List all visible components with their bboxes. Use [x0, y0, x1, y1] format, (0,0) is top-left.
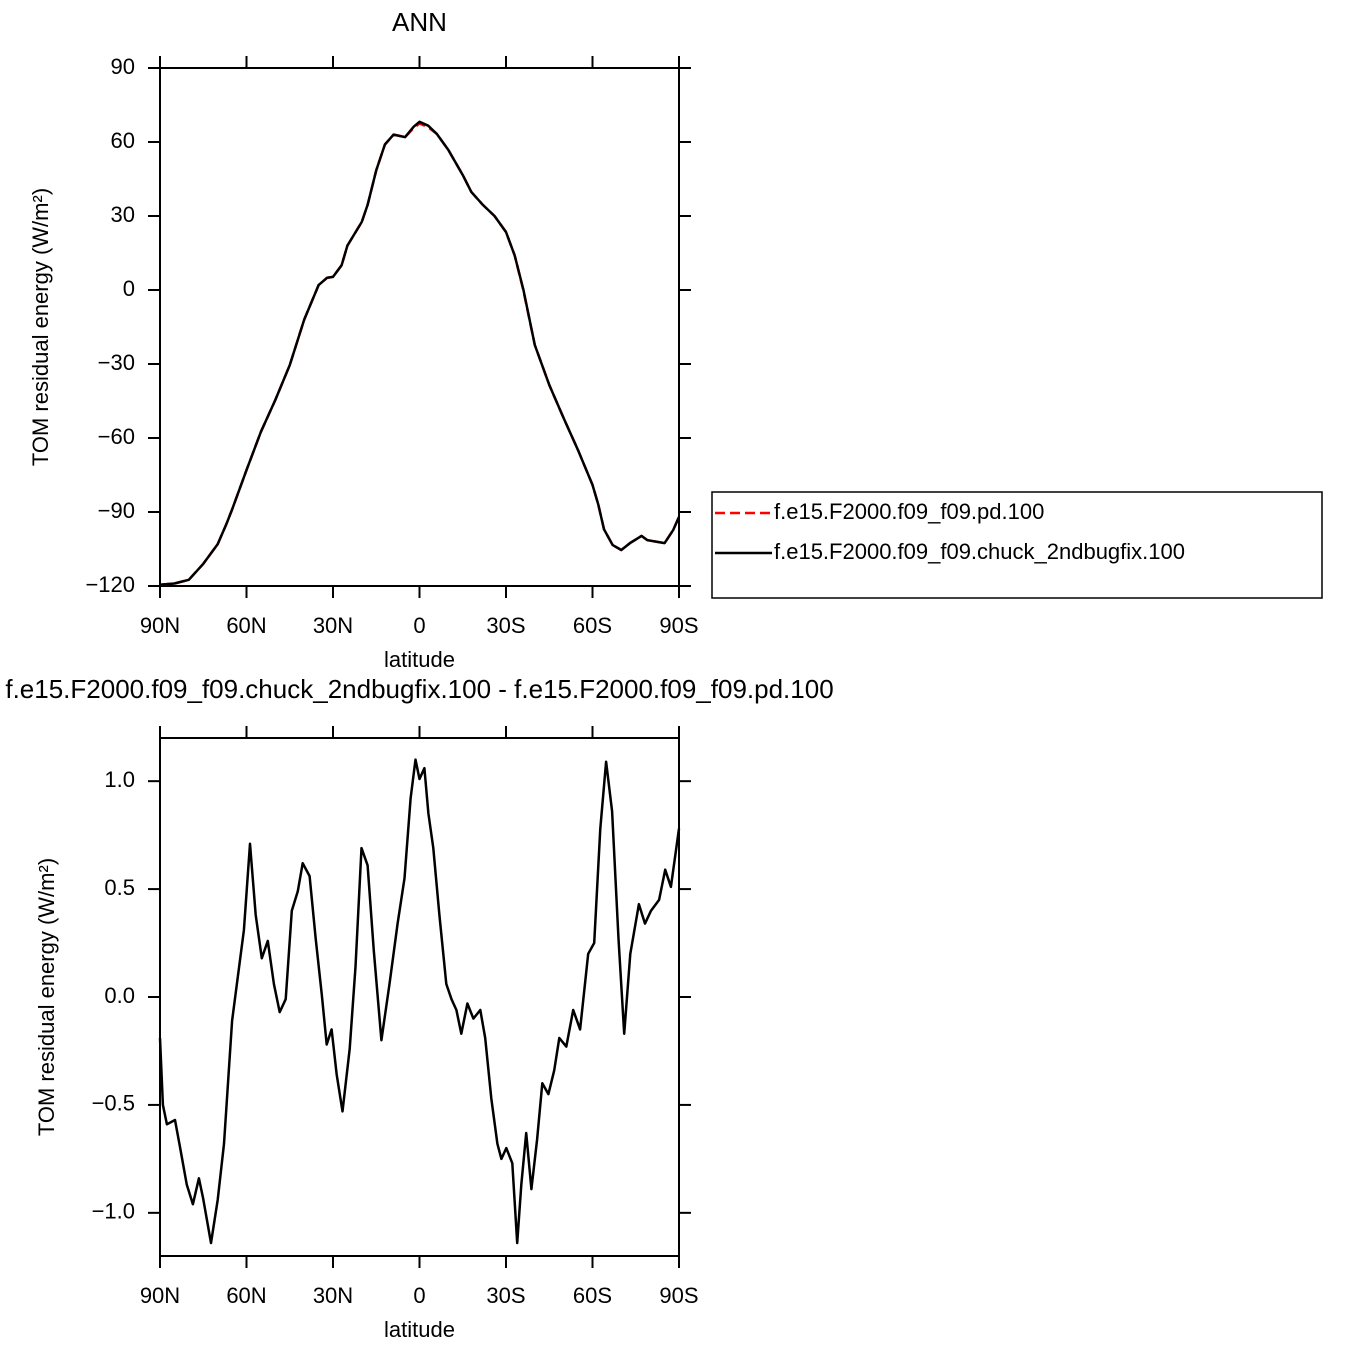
y-tick-label: 30 [111, 202, 135, 227]
data-line [159, 120, 681, 587]
y-tick-label: 90 [111, 54, 135, 79]
x-tick-label: 90S [659, 1283, 698, 1308]
y-tick-label: 0.0 [104, 983, 135, 1008]
x-tick-label: 0 [413, 613, 425, 638]
x-tick-label: 90N [140, 1283, 180, 1308]
chart-title: ANN [392, 7, 447, 37]
y-tick-label: −120 [85, 572, 135, 597]
legend-box [711, 491, 1323, 599]
legend-label: f.e15.F2000.f09_f09.pd.100 [774, 499, 1044, 524]
y-tick-label: 1.0 [104, 767, 135, 792]
y-tick-label: −60 [98, 424, 135, 449]
x-tick-label: 90N [140, 613, 180, 638]
x-tick-label: 60S [573, 613, 612, 638]
x-tick-label: 90S [659, 613, 698, 638]
x-tick-label: 30N [313, 1283, 353, 1308]
y-tick-label: 0 [123, 276, 135, 301]
y-tick-label: −1.0 [92, 1199, 135, 1224]
y-tick-label: −30 [98, 350, 135, 375]
chart-title: f.e15.F2000.f09_f09.chuck_2ndbugfix.100 … [5, 674, 833, 704]
x-axis-label: latitude [384, 1317, 455, 1342]
data-line [158, 758, 681, 1245]
x-tick-label: 30S [486, 1283, 525, 1308]
y-tick-label: −90 [98, 498, 135, 523]
y-axis-label: TOM residual energy (W/m²) [34, 858, 59, 1136]
y-tick-label: 60 [111, 128, 135, 153]
x-tick-label: 30N [313, 613, 353, 638]
y-tick-label: 0.5 [104, 875, 135, 900]
x-tick-label: 60N [226, 1283, 266, 1308]
x-tick-label: 0 [413, 1283, 425, 1308]
x-tick-label: 60S [573, 1283, 612, 1308]
x-axis-label: latitude [384, 647, 455, 672]
y-axis-label: TOM residual energy (W/m²) [28, 188, 53, 466]
plot-frame [159, 67, 680, 587]
y-tick-label: −0.5 [92, 1091, 135, 1116]
legend-label: f.e15.F2000.f09_f09.chuck_2ndbugfix.100 [774, 539, 1185, 564]
x-tick-label: 30S [486, 613, 525, 638]
x-tick-label: 60N [226, 613, 266, 638]
